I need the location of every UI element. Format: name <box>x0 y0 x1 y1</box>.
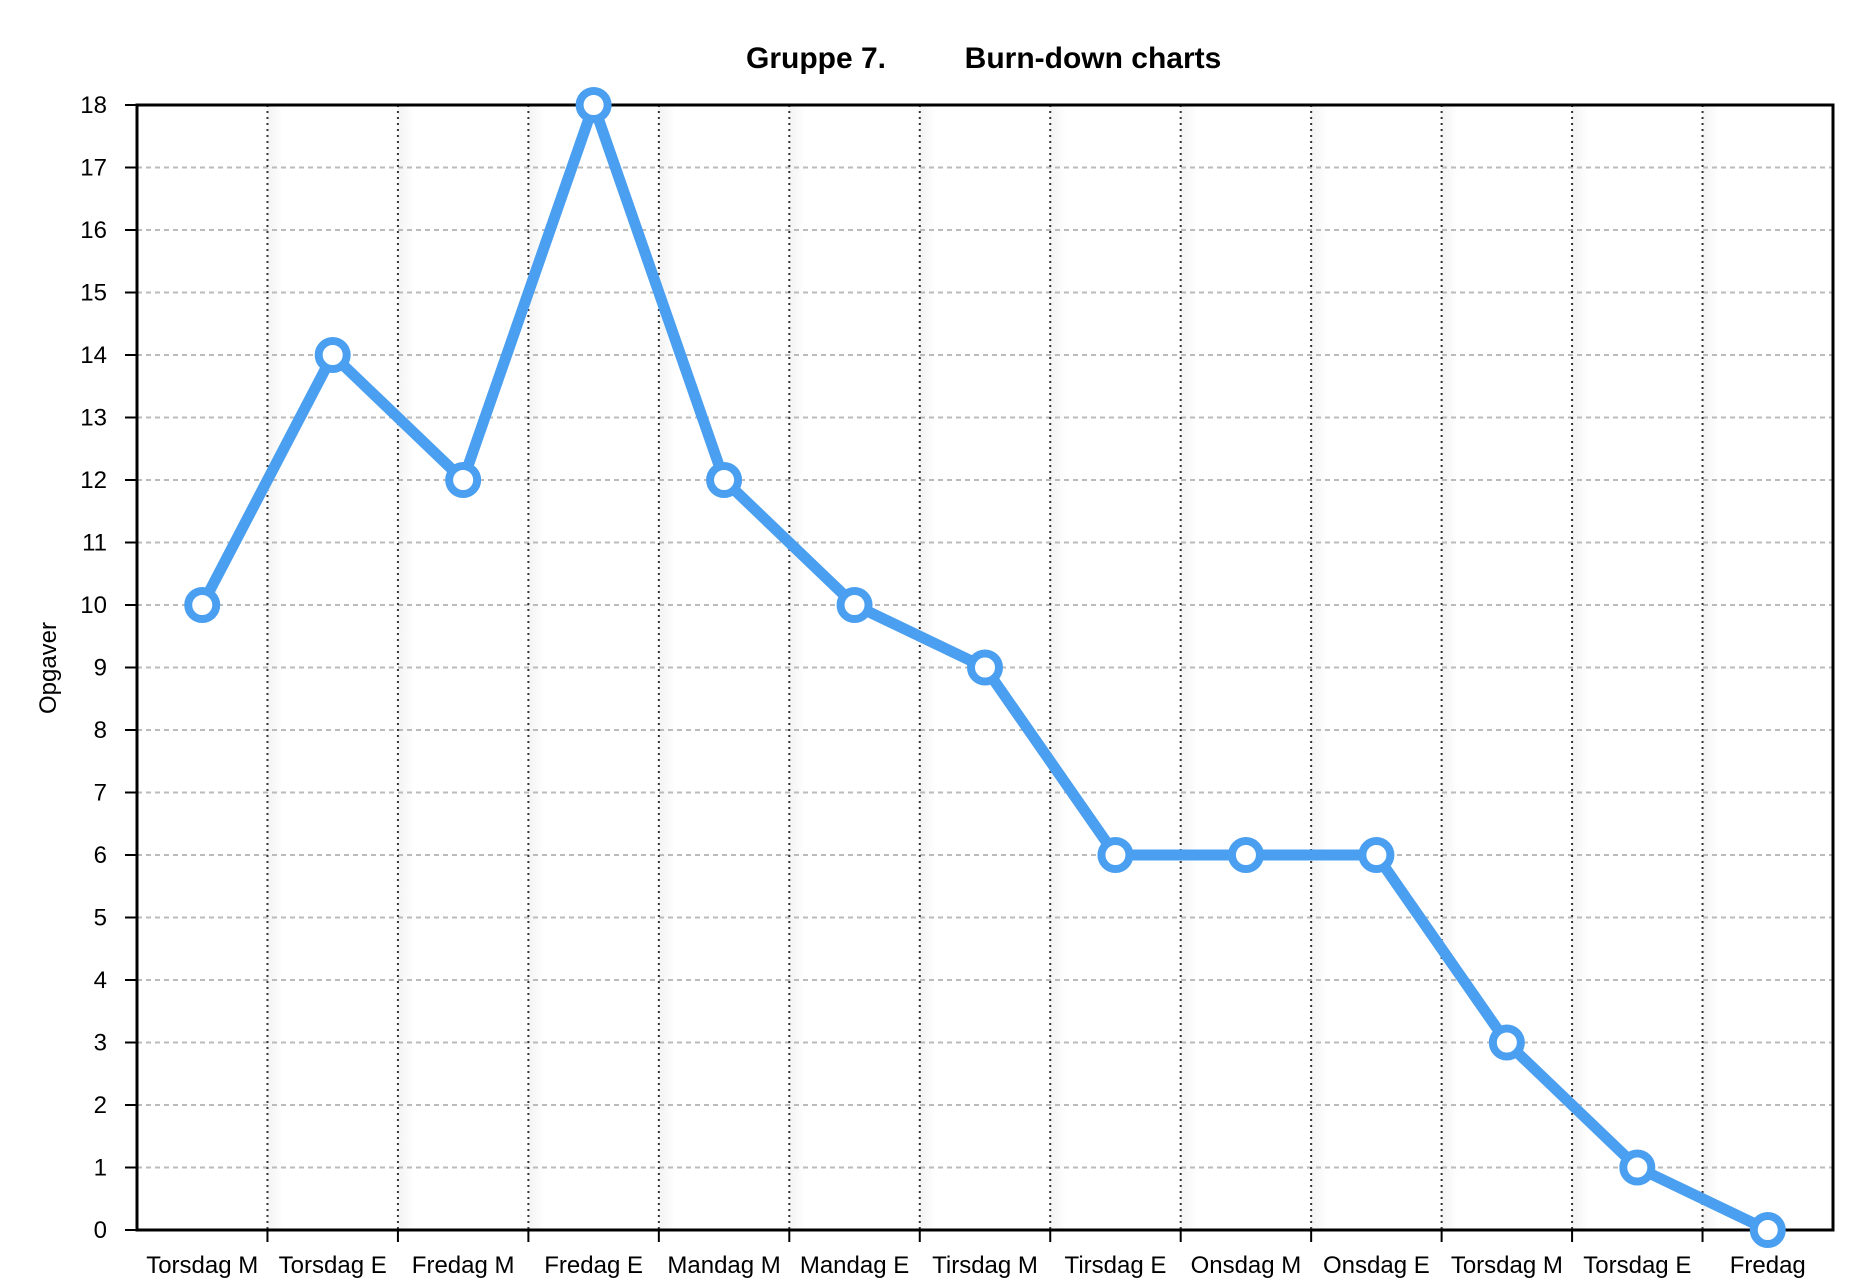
y-tick-label: 12 <box>80 467 107 494</box>
chart-title: Gruppe 7. Burn-down charts <box>746 42 1221 75</box>
y-tick-label: 11 <box>82 530 107 557</box>
x-tick-label: Onsdag E <box>1323 1252 1430 1279</box>
y-tick-label: 8 <box>94 717 107 744</box>
data-point <box>1619 1149 1656 1186</box>
y-tick-label: 15 <box>80 280 107 307</box>
x-tick-label: Mandag M <box>667 1252 780 1279</box>
y-tick-label: 14 <box>80 342 107 369</box>
x-tick-label: Mandag E <box>800 1252 909 1279</box>
y-tick-label: 5 <box>94 905 107 932</box>
y-tick-label: 6 <box>94 842 107 869</box>
x-tick-labels: Torsdag M Torsdag E Fredag M Fredag E Mandag… <box>146 1252 1806 1279</box>
x-tick-label: Fredag M <box>412 1252 515 1279</box>
y-tick-label: 16 <box>80 217 107 244</box>
data-point <box>967 649 1003 686</box>
x-tick-label: Torsdag E <box>279 1252 387 1279</box>
y-tick-label: 1 <box>94 1155 107 1182</box>
x-tick-label: Tirsdag M <box>932 1252 1038 1279</box>
data-point <box>1227 837 1264 873</box>
x-tick-label: Onsdag M <box>1191 1252 1302 1279</box>
x-tick-label: Torsdag M <box>1451 1252 1563 1279</box>
axes <box>125 103 1835 1242</box>
series-points <box>184 87 1786 1248</box>
y-tick-label: 0 <box>94 1217 107 1244</box>
x-tick-label: Fredag <box>1730 1252 1806 1279</box>
y-axis-label: Opgaver <box>35 622 62 714</box>
grid <box>137 104 1833 1230</box>
data-point <box>314 337 351 373</box>
data-point <box>1749 1212 1786 1248</box>
chart-title-left: Gruppe 7. <box>746 42 886 75</box>
y-tick-label: 13 <box>80 405 107 432</box>
data-point <box>836 587 873 623</box>
y-tick-label: 3 <box>94 1030 107 1057</box>
y-tick-label: 17 <box>80 155 107 182</box>
data-point <box>1358 837 1395 873</box>
y-tick-label: 9 <box>94 655 107 682</box>
y-tick-label: 10 <box>80 592 107 619</box>
data-point <box>1488 1024 1525 1061</box>
data-point <box>184 587 221 623</box>
data-point <box>706 462 743 498</box>
data-point <box>575 87 612 123</box>
chart-title-right: Burn-down charts <box>965 42 1222 75</box>
x-tick-label: Torsdag M <box>146 1252 258 1279</box>
y-tick-label: 4 <box>94 967 107 994</box>
data-point <box>1097 837 1134 873</box>
data-point <box>445 462 482 498</box>
y-tick-label: 18 <box>80 92 107 119</box>
y-tick-label: 2 <box>94 1092 107 1119</box>
y-tick-label: 7 <box>94 780 107 807</box>
x-tick-label: Torsdag E <box>1583 1252 1691 1279</box>
x-tick-label: Tirsdag E <box>1065 1252 1167 1279</box>
x-tick-label: Fredag E <box>544 1252 643 1279</box>
